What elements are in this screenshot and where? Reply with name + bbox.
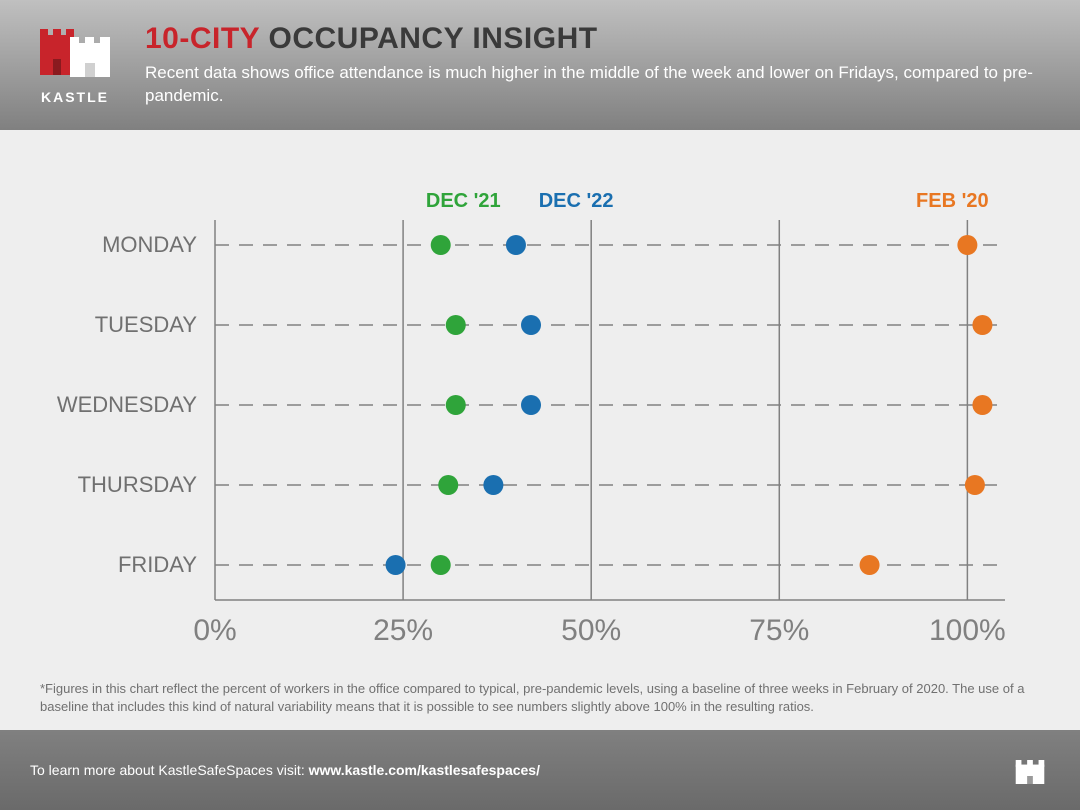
data-point: [386, 555, 406, 575]
x-tick-label: 50%: [561, 614, 621, 647]
subtitle: Recent data shows office attendance is m…: [145, 62, 1050, 108]
header: KASTLE 10-CITY OCCUPANCY INSIGHT Recent …: [0, 0, 1080, 130]
title-part1: 10-CITY: [145, 22, 260, 55]
x-tick-label: 25%: [373, 614, 433, 647]
data-point: [431, 235, 451, 255]
data-point: [521, 395, 541, 415]
footer-url: www.kastle.com/kastlesafespaces/: [309, 762, 540, 778]
dot-plot-chart: MONDAY TUESDAY WEDNESDAY THURSDAY FRIDAY 0% 25…: [0, 130, 1080, 730]
category-label: MONDAY: [102, 232, 197, 257]
footer-text: To learn more about KastleSafeSpaces vis…: [30, 762, 540, 778]
title-part2: OCCUPANCY INSIGHT: [260, 22, 598, 55]
data-point: [431, 555, 451, 575]
data-point: [438, 475, 458, 495]
data-point: [446, 395, 466, 415]
series-label: DEC '21: [426, 190, 501, 212]
data-point: [506, 235, 526, 255]
footer: To learn more about KastleSafeSpaces vis…: [0, 730, 1080, 810]
data-point: [957, 235, 977, 255]
page-title: 10-CITY OCCUPANCY INSIGHT: [145, 22, 1050, 56]
x-tick-label: 75%: [749, 614, 809, 647]
category-label: WEDNESDAY: [57, 392, 197, 417]
castle-icon: [40, 25, 110, 80]
chart-area: MONDAY TUESDAY WEDNESDAY THURSDAY FRIDAY 0% 25…: [0, 130, 1080, 730]
title-block: 10-CITY OCCUPANCY INSIGHT Recent data sh…: [145, 22, 1050, 108]
data-point: [972, 395, 992, 415]
castle-icon-small: [1010, 754, 1050, 786]
data-point: [521, 315, 541, 335]
brand-name: KASTLE: [30, 89, 120, 105]
footnote: *Figures in this chart reflect the perce…: [40, 680, 1040, 716]
data-point: [483, 475, 503, 495]
category-label: FRIDAY: [118, 552, 197, 577]
footer-prefix: To learn more about KastleSafeSpaces vis…: [30, 762, 309, 778]
brand-logo: KASTLE: [30, 25, 120, 105]
series-label: DEC '22: [539, 190, 614, 212]
x-tick-label: 0%: [193, 614, 236, 647]
data-point: [965, 475, 985, 495]
category-label: THURSDAY: [78, 472, 198, 497]
data-point: [860, 555, 880, 575]
data-point: [972, 315, 992, 335]
category-label: TUESDAY: [95, 312, 198, 337]
series-label: FEB '20: [916, 190, 989, 212]
x-tick-label: 100%: [929, 614, 1006, 647]
data-point: [446, 315, 466, 335]
